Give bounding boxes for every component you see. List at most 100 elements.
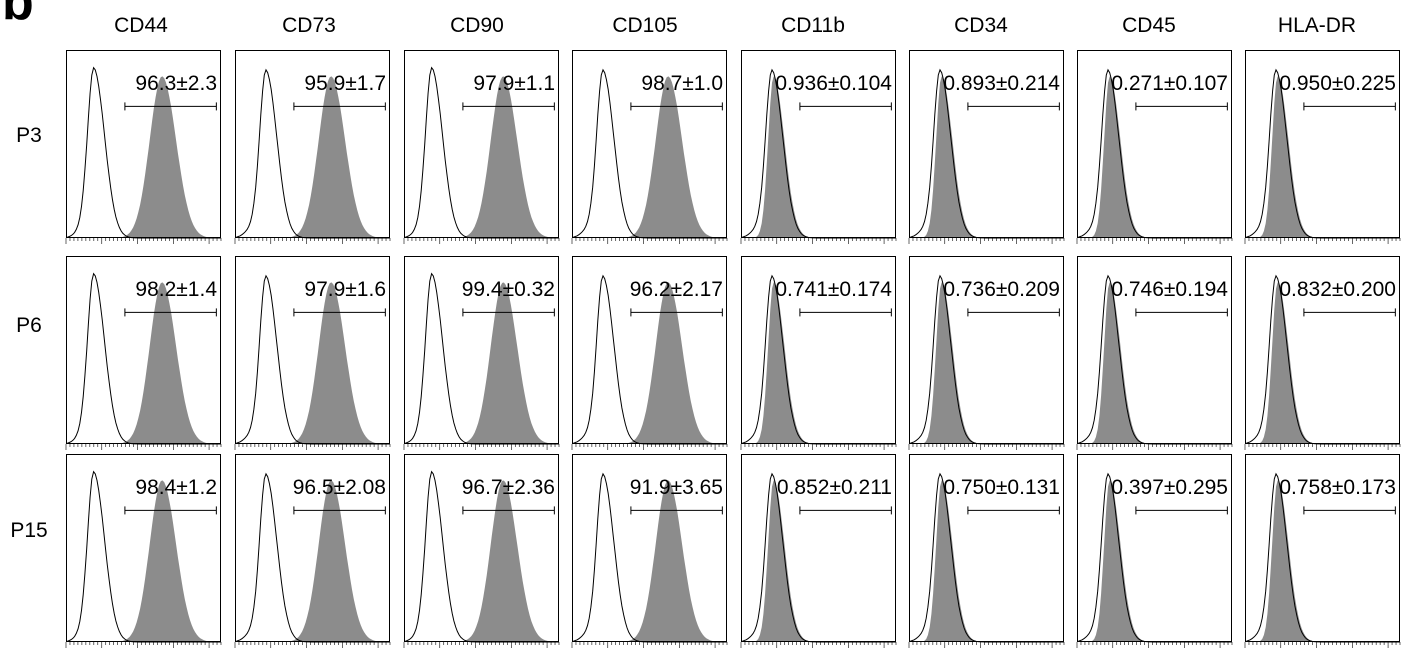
panel-frame: [909, 256, 1064, 444]
stained-histogram: [66, 480, 221, 642]
column-label: CD44: [114, 14, 168, 37]
stained-histogram: [404, 76, 559, 238]
histogram-plot: 96.5±2.08: [234, 454, 391, 648]
percent-positive-label: 0.852±0.211: [777, 476, 892, 499]
percent-positive-label: 0.746±0.194: [1111, 278, 1228, 301]
histogram-plot: 96.3±2.3: [65, 50, 222, 244]
row-label: P3: [16, 124, 42, 147]
column-label: CD73: [282, 14, 336, 37]
panel-frame: [909, 50, 1064, 238]
histogram-plot: 0.936±0.104: [740, 50, 897, 244]
column-label: CD45: [1122, 14, 1176, 37]
percent-positive-label: 96.3±2.3: [135, 72, 217, 95]
percent-positive-label: 99.4±0.32: [462, 278, 555, 301]
stained-histogram: [235, 480, 390, 642]
percent-positive-label: 0.758±0.173: [1279, 476, 1396, 499]
panel-frame: [572, 256, 727, 444]
histogram-plot: 98.7±1.0: [571, 50, 728, 244]
histogram-panel: 0.736±0.209: [908, 256, 1065, 450]
column-label: CD105: [612, 14, 678, 37]
row-label: P15: [10, 519, 48, 542]
stained-histogram: [741, 76, 896, 238]
column-label: CD34: [954, 14, 1008, 37]
histogram-panel: 0.832±0.200: [1244, 256, 1401, 450]
stained-histogram: [235, 76, 390, 239]
histogram-panel: 98.4±1.2: [65, 454, 222, 648]
panel-letter: b: [2, 0, 34, 31]
percent-positive-label: 0.893±0.214: [943, 72, 1060, 95]
panel-frame: [741, 256, 896, 444]
percent-positive-label: 98.2±1.4: [135, 278, 217, 301]
histogram-plot: 0.758±0.173: [1244, 454, 1401, 648]
stained-histogram: [66, 282, 221, 444]
stained-histogram: [404, 282, 559, 444]
stained-histogram: [909, 282, 1064, 444]
histogram-panel: 0.893±0.214: [908, 50, 1065, 244]
stained-histogram: [1245, 480, 1400, 642]
histogram-plot: 98.4±1.2: [65, 454, 222, 648]
percent-positive-label: 0.271±0.107: [1111, 72, 1228, 95]
histogram-panel: 0.950±0.225: [1244, 50, 1401, 244]
histogram-panel: 96.5±2.08: [234, 454, 391, 648]
panel-frame: [1245, 256, 1400, 444]
stained-histogram: [909, 480, 1064, 642]
histogram-plot: 0.397±0.295: [1076, 454, 1233, 648]
column-label: CD90: [450, 14, 504, 37]
histogram-panel: 0.271±0.107: [1076, 50, 1233, 244]
stained-histogram: [741, 480, 896, 642]
histogram-panel: 0.741±0.174: [740, 256, 897, 450]
histogram-plot: 0.832±0.200: [1244, 256, 1401, 450]
histogram-panel: 95.9±1.7: [234, 50, 391, 244]
histogram-plot: 98.2±1.4: [65, 256, 222, 450]
percent-positive-label: 0.832±0.200: [1279, 278, 1396, 301]
stained-histogram: [1077, 76, 1232, 238]
histogram-panel: 99.4±0.32: [403, 256, 560, 450]
histogram-panel: 97.9±1.6: [234, 256, 391, 450]
histogram-panel: 0.852±0.211: [740, 454, 897, 648]
histogram-plot: 0.852±0.211: [740, 454, 897, 648]
histogram-plot: 95.9±1.7: [234, 50, 391, 244]
percent-positive-label: 97.9±1.1: [473, 72, 555, 95]
percent-positive-label: 96.7±2.36: [462, 476, 555, 499]
stained-histogram: [572, 282, 727, 444]
histogram-panel: 0.758±0.173: [1244, 454, 1401, 648]
percent-positive-label: 0.397±0.295: [1111, 476, 1228, 499]
panel-frame: [1077, 50, 1232, 238]
histogram-plot: 0.746±0.194: [1076, 256, 1233, 450]
histogram-panel: 96.2±2.17: [571, 256, 728, 450]
histogram-panel: 0.746±0.194: [1076, 256, 1233, 450]
column-label: HLA-DR: [1277, 14, 1357, 37]
panel-frame: [235, 256, 390, 444]
histogram-panel: 96.7±2.36: [403, 454, 560, 648]
histogram-plot: 0.736±0.209: [908, 256, 1065, 450]
percent-positive-label: 97.9±1.6: [304, 278, 386, 301]
histogram-panel: 91.9±3.65: [571, 454, 728, 648]
histogram-panel: 0.936±0.104: [740, 50, 897, 244]
stained-histogram: [1245, 76, 1400, 238]
panel-frame: [66, 50, 221, 238]
histogram-plot: 0.893±0.214: [908, 50, 1065, 244]
panel-frame: [404, 50, 559, 238]
histogram-panel: 98.7±1.0: [571, 50, 728, 244]
column-label: CD11b: [781, 14, 845, 37]
stained-histogram: [1077, 480, 1232, 642]
histogram-plot: 96.2±2.17: [571, 256, 728, 450]
histogram-plot: 96.7±2.36: [403, 454, 560, 648]
percent-positive-label: 95.9±1.7: [304, 72, 386, 95]
histogram-panel: 97.9±1.1: [403, 50, 560, 244]
percent-positive-label: 0.936±0.104: [775, 72, 892, 95]
histogram-plot: 0.741±0.174: [740, 256, 897, 450]
percent-positive-label: 96.5±2.08: [293, 476, 386, 499]
percent-positive-label: 91.9±3.65: [630, 476, 723, 499]
panel-frame: [404, 256, 559, 444]
panel-frame: [235, 50, 390, 238]
stained-histogram: [572, 76, 727, 239]
panel-frame: [1245, 50, 1400, 238]
percent-positive-label: 0.950±0.225: [1279, 72, 1396, 95]
panel-frame: [741, 50, 896, 238]
histogram-panel: 0.397±0.295: [1076, 454, 1233, 648]
histogram-panel: 0.750±0.131: [908, 454, 1065, 648]
histogram-panel: 96.3±2.3: [65, 50, 222, 244]
stained-histogram: [1245, 282, 1400, 444]
